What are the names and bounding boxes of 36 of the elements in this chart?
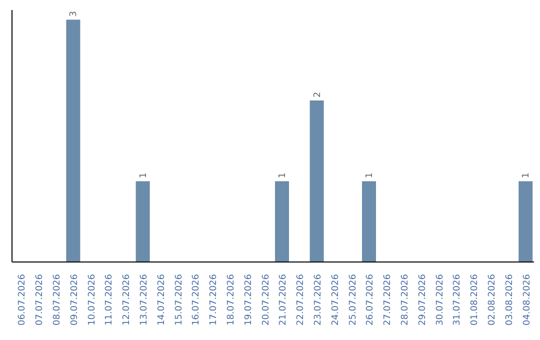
- x-tick-label: 22.07.2026: [296, 274, 306, 326]
- x-tick-label: 10.07.2026: [87, 274, 98, 326]
- x-tick-label: 04.08.2026: [522, 274, 532, 326]
- x-tick-label: 02.08.2026: [488, 274, 498, 326]
- x-tick-label: 29.07.2026: [418, 274, 428, 326]
- x-tick-label: 26.07.2026: [366, 274, 376, 326]
- x-tick-label: 01.08.2026: [470, 274, 480, 326]
- x-tick-label: 13.07.2026: [140, 274, 150, 326]
- x-tick-label: 27.07.2026: [383, 274, 394, 326]
- x-tick-label: 06.07.2026: [18, 274, 28, 326]
- x-tick-label: 14.07.2026: [156, 274, 167, 326]
- x-tick-label: 12.07.2026: [122, 274, 132, 326]
- data-label: 1: [522, 172, 532, 178]
- x-tick-label: 30.07.2026: [435, 274, 446, 326]
- data-label: 3: [69, 10, 80, 17]
- x-tick-label: 28.07.2026: [400, 274, 410, 326]
- x-tick-label: 31.07.2026: [452, 274, 463, 326]
- x-tick-label: 09.07.2026: [70, 274, 80, 326]
- data-label: 2: [312, 92, 323, 98]
- x-tick-label: 03.08.2026: [504, 274, 515, 326]
- x-tick-label: 25.07.2026: [348, 274, 358, 326]
- x-tick-label: 20.07.2026: [261, 274, 272, 326]
- x-tick-label: 07.07.2026: [35, 274, 46, 326]
- x-tick-label: 24.07.2026: [330, 274, 341, 326]
- data-label: 1: [365, 172, 375, 178]
- x-tick-label: 21.07.2026: [278, 274, 289, 326]
- x-tick-label: 11.07.2026: [104, 274, 115, 326]
- data-label: 1: [278, 172, 288, 178]
- x-tick-label: 23.07.2026: [314, 274, 324, 326]
- x-tick-label: 17.07.2026: [209, 274, 220, 326]
- x-tick-label: 19.07.2026: [244, 274, 254, 326]
- data-label: 1: [138, 172, 149, 178]
- x-tick-label: 18.07.2026: [226, 274, 236, 326]
- x-tick-label: 15.07.2026: [174, 274, 184, 326]
- x-tick-label: 08.07.2026: [52, 274, 62, 326]
- x-tick-label: 16.07.2026: [192, 274, 202, 326]
